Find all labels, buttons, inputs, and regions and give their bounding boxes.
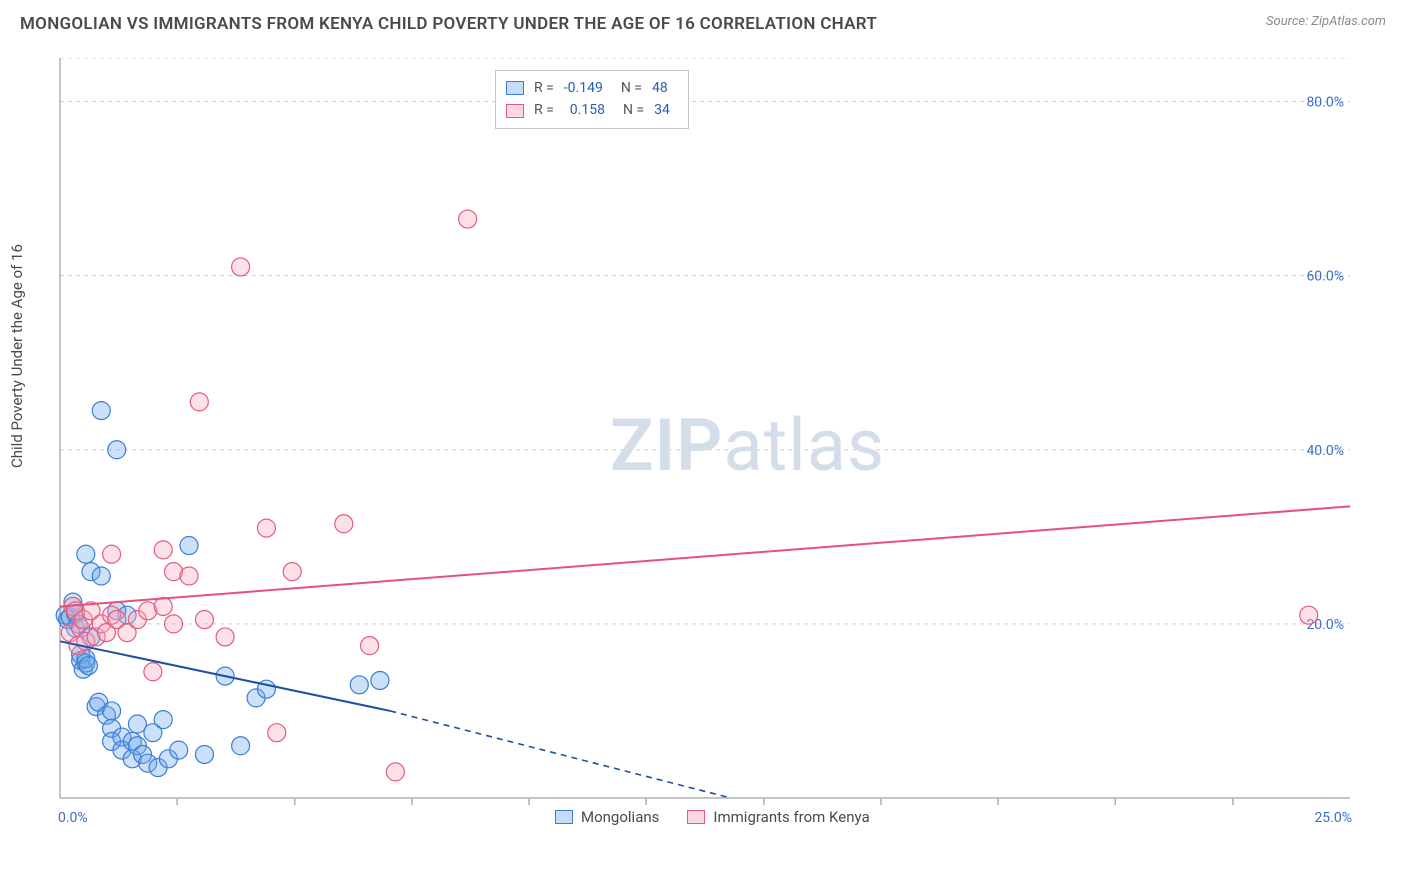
svg-text:40.0%: 40.0% — [1306, 443, 1344, 459]
plot-svg: 20.0%40.0%60.0%80.0%0.0%25.0% — [50, 58, 1370, 828]
swatch-pink-icon — [687, 810, 705, 824]
legend-item-kenya: Immigrants from Kenya — [687, 808, 869, 826]
swatch-blue-icon — [506, 81, 524, 95]
legend: Mongolians Immigrants from Kenya — [555, 808, 870, 826]
svg-text:25.0%: 25.0% — [1314, 810, 1352, 826]
chart-area: Child Poverty Under the Age of 16 ZIPatl… — [0, 48, 1406, 840]
svg-text:60.0%: 60.0% — [1306, 269, 1344, 285]
scatter-plot: ZIPatlas 20.0%40.0%60.0%80.0%0.0%25.0% R… — [50, 58, 1370, 828]
stats-row-mongolians: R = -0.149 N = 48 — [506, 77, 678, 99]
y-axis-label: Child Poverty Under the Age of 16 — [8, 244, 26, 468]
legend-item-mongolians: Mongolians — [555, 808, 659, 826]
stats-row-kenya: R = 0.158 N = 34 — [506, 99, 678, 121]
stats-box: R = -0.149 N = 48 R = 0.158 N = 34 — [495, 70, 689, 129]
svg-text:0.0%: 0.0% — [58, 810, 88, 826]
swatch-blue-icon — [555, 810, 573, 824]
source-label: Source: ZipAtlas.com — [1266, 14, 1386, 29]
chart-title: MONGOLIAN VS IMMIGRANTS FROM KENYA CHILD… — [20, 14, 877, 34]
swatch-pink-icon — [506, 104, 524, 118]
svg-text:80.0%: 80.0% — [1306, 95, 1344, 111]
